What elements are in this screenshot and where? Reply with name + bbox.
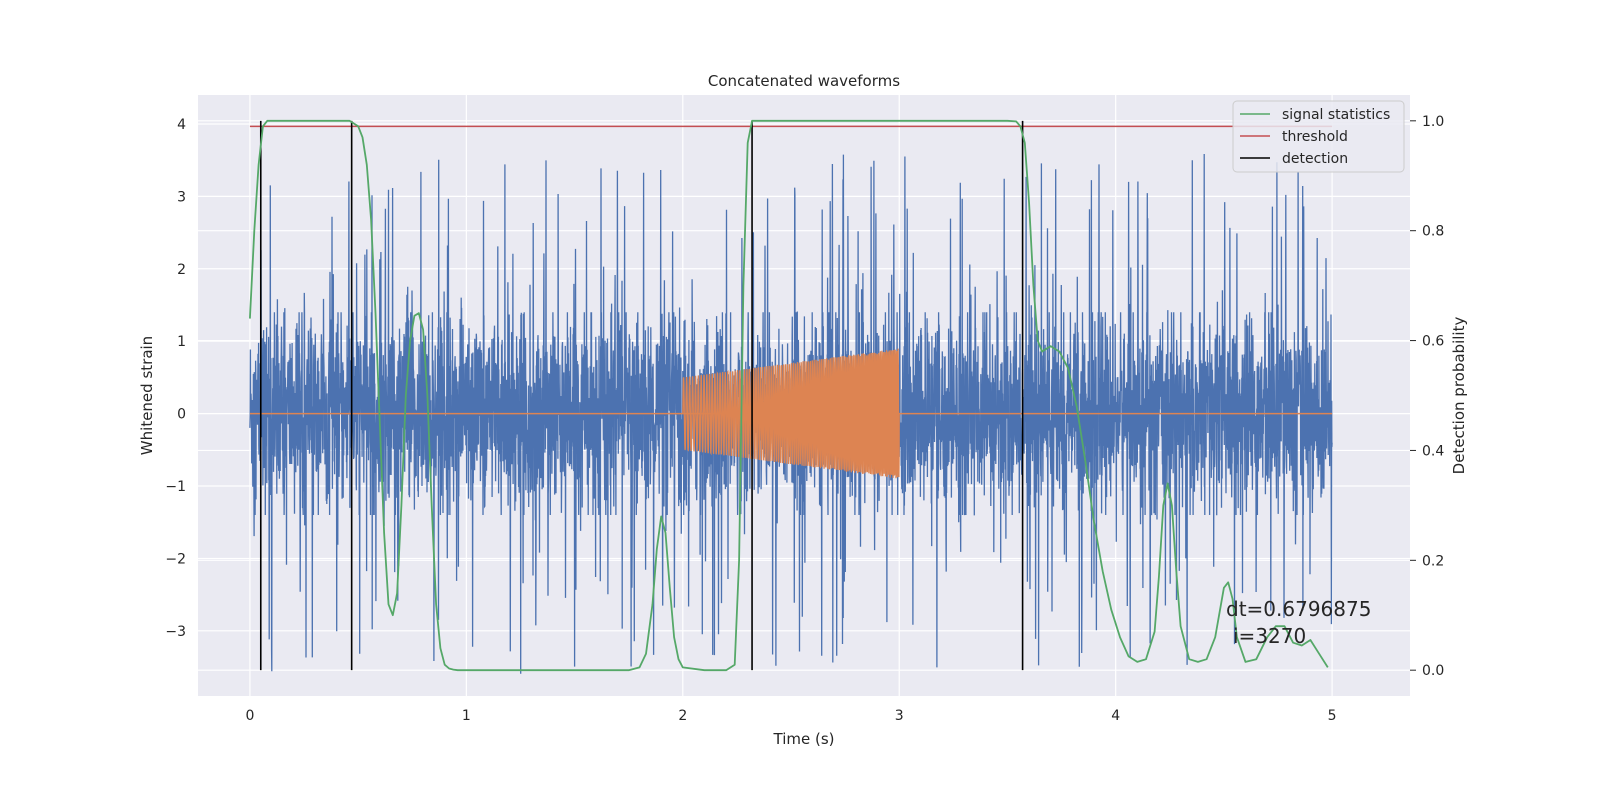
y2-tick-label: 1.0 [1422, 114, 1444, 130]
y2-tick-label: 0.6 [1422, 334, 1444, 350]
x-tick-label: 1 [462, 708, 471, 724]
y-tick-label: 3 [177, 189, 186, 205]
signal-statistics-line [249, 119, 1329, 672]
legend: signal statistics threshold detection [1232, 100, 1405, 173]
annotation-index: i=3270 [1233, 624, 1306, 648]
y-tick-label: 2 [177, 262, 186, 278]
y-tick-label: 0 [177, 407, 186, 423]
y2-axis-label: Detection probability [1450, 317, 1468, 475]
tick-labels: 0 1 2 3 4 5 −3 −2 −1 0 1 2 3 4 0.0 0.2 0.4 0.6 0.8 1.0 [165, 114, 1444, 724]
y2-tick-label: 0.0 [1422, 663, 1444, 679]
y2-tick-label: 0.2 [1422, 553, 1444, 569]
legend-label-threshold: threshold [1282, 129, 1348, 145]
x-tick-label: 3 [895, 708, 904, 724]
waveform-line [682, 348, 900, 479]
y2-tick-label: 0.4 [1422, 443, 1444, 459]
y-axis-label: Whitened strain [138, 336, 156, 455]
y2-tick-label: 0.8 [1422, 224, 1444, 240]
signal-statistics-series [249, 119, 1329, 672]
y-tick-label: −1 [165, 479, 186, 495]
x-tick-label: 4 [1111, 708, 1120, 724]
y-tick-label: −2 [165, 551, 186, 567]
y-tick-label: 4 [177, 117, 186, 133]
chart-title: Concatenated waveforms [708, 72, 900, 90]
x-axis-label: Time (s) [773, 730, 835, 748]
x-tick-label: 0 [245, 708, 254, 724]
annotation-dt: dt=0.6796875 [1226, 597, 1371, 621]
x-tick-label: 2 [678, 708, 687, 724]
legend-label-detection: detection [1282, 151, 1348, 167]
x-tick-label: 5 [1328, 708, 1337, 724]
legend-label-signal-statistics: signal statistics [1282, 107, 1390, 123]
y-tick-label: −3 [165, 624, 186, 640]
legend-box [1232, 100, 1405, 173]
detection-series [259, 120, 1024, 671]
y-tick-label: 1 [177, 334, 186, 350]
waveform-series [249, 348, 1333, 479]
